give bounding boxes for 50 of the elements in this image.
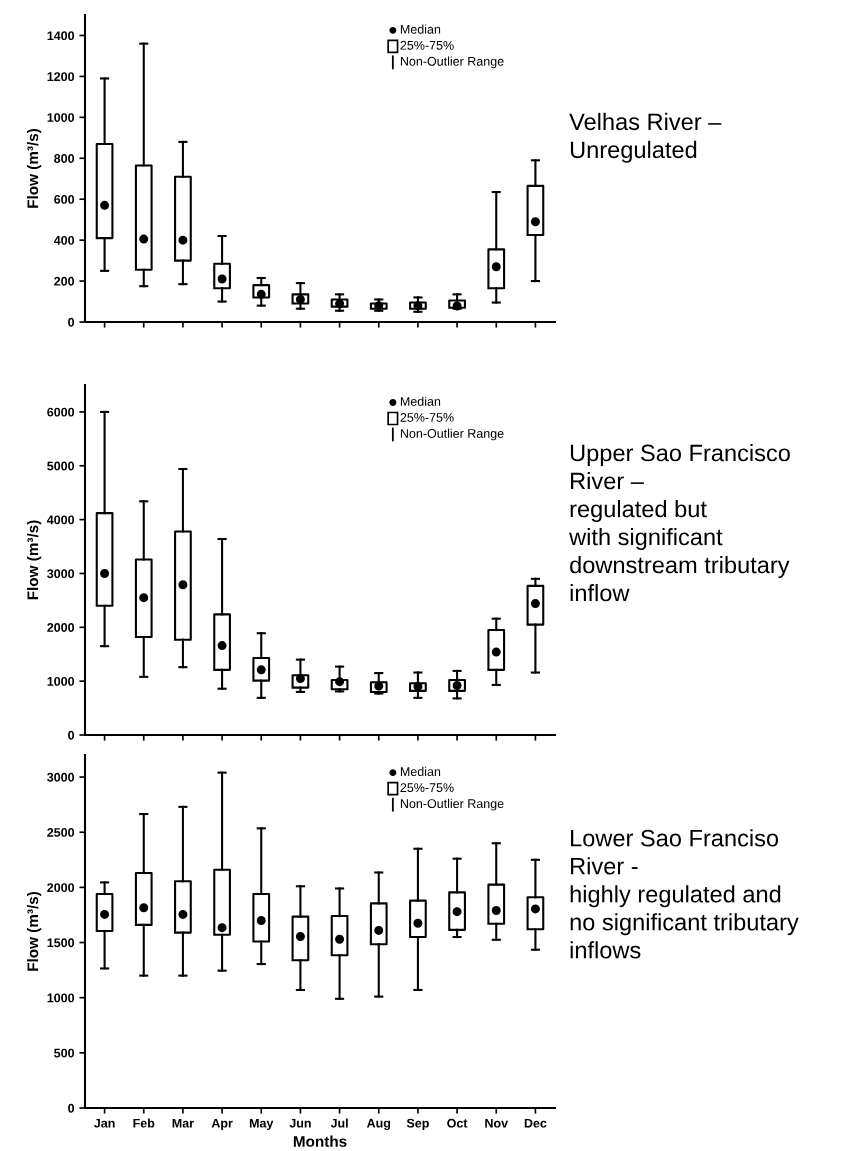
x-tick-label: May (249, 1118, 274, 1131)
x-axis-title: Months (293, 1135, 347, 1147)
x-tick-label: Mar (172, 1118, 194, 1128)
text: Velhas River – Unregulated (569, 112, 722, 163)
annotation: 25%-75% (400, 40, 454, 50)
y-axis-title: Flow (m³/s) (26, 891, 42, 971)
y-tick-label: 1200 (47, 72, 75, 82)
y-tick-label: 500 (54, 1048, 75, 1058)
x-tick-label: Jun (289, 1118, 311, 1128)
x-tick-label: Jan (94, 1118, 115, 1128)
x-tick-label: Apr (211, 1118, 233, 1131)
y-tick-label: 600 (54, 195, 75, 204)
text: Upper Sao Francisco River – regulated but with significant downstream tributary inflow (569, 444, 790, 602)
text: Lower Sao Franciso River - highly regulated and no significant tributary inflows (570, 829, 799, 959)
annotation: 25%-75% (400, 783, 454, 793)
annotation: Non-Outlier Range (400, 56, 504, 69)
x-tick-label: Oct (447, 1118, 468, 1128)
annotation: Median (400, 396, 441, 406)
y-tick-label: 0 (68, 317, 75, 327)
y-tick-label: 6000 (47, 407, 75, 417)
y-tick-label: 1400 (47, 31, 75, 41)
annotation: Median (400, 24, 441, 34)
y-tick-label: 1000 (47, 993, 75, 1003)
annotation: 25%-75% (400, 413, 454, 422)
y-axis-title: Flow (m³/s) (26, 128, 42, 208)
y-tick-label: 3000 (47, 569, 75, 579)
y-tick-label: 0 (68, 730, 75, 740)
x-tick-label: Jul (330, 1118, 348, 1128)
x-tick-label: Sep (406, 1118, 429, 1131)
y-tick-label: 1000 (47, 676, 75, 686)
y-tick-label: 2500 (47, 828, 75, 837)
y-tick-label: 4000 (46, 515, 75, 525)
y-tick-label: 3000 (47, 772, 75, 782)
y-tick-label: 2000 (47, 883, 75, 893)
y-tick-label: 400 (53, 235, 75, 245)
y-tick-label: 1500 (47, 938, 75, 948)
y-tick-label: 800 (54, 154, 75, 163)
y-tick-label: 2000 (47, 623, 75, 632)
y-tick-label: 5000 (47, 461, 75, 471)
x-tick-label: Aug (366, 1118, 391, 1131)
x-tick-label: Feb (133, 1118, 155, 1128)
y-axis-title: Flow (m³/s) (26, 520, 42, 600)
y-tick-label: 200 (54, 276, 75, 286)
y-tick-label: 0 (68, 1103, 75, 1113)
annotation: Non-Outlier Range (400, 798, 504, 811)
x-tick-label: Nov (485, 1118, 508, 1128)
x-tick-label: Dec (524, 1118, 547, 1128)
annotation: Median (400, 766, 441, 777)
annotation: Non-Outlier Range (400, 428, 504, 441)
y-tick-label: 1000 (47, 113, 75, 122)
